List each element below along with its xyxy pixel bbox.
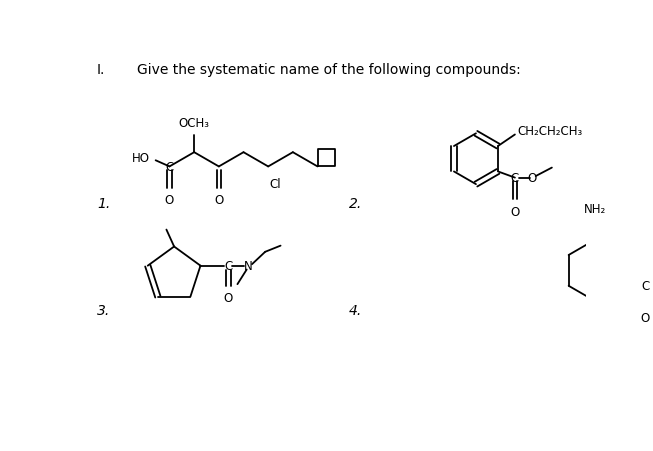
- Text: 4.: 4.: [349, 304, 362, 318]
- Text: O: O: [510, 205, 520, 218]
- Text: O: O: [214, 194, 223, 207]
- Text: O: O: [165, 194, 174, 207]
- Text: CH₂CH₂CH₃: CH₂CH₂CH₃: [518, 125, 583, 138]
- Text: Cl: Cl: [270, 178, 281, 191]
- Text: Give the systematic name of the following compounds:: Give the systematic name of the followin…: [137, 63, 521, 77]
- Text: NH₂: NH₂: [584, 202, 607, 216]
- Text: I.: I.: [97, 63, 106, 77]
- Text: O: O: [223, 291, 233, 304]
- Text: C: C: [224, 260, 232, 272]
- Text: C: C: [641, 280, 649, 293]
- Text: O: O: [527, 172, 537, 185]
- Text: O: O: [641, 312, 650, 324]
- Text: 1.: 1.: [97, 196, 110, 210]
- Text: 2.: 2.: [349, 196, 362, 210]
- Text: N: N: [244, 260, 253, 272]
- Text: 3.: 3.: [97, 304, 110, 318]
- Text: HO: HO: [131, 152, 150, 164]
- Text: C: C: [511, 172, 519, 185]
- Text: OCH₃: OCH₃: [179, 117, 210, 130]
- Text: C: C: [165, 161, 174, 174]
